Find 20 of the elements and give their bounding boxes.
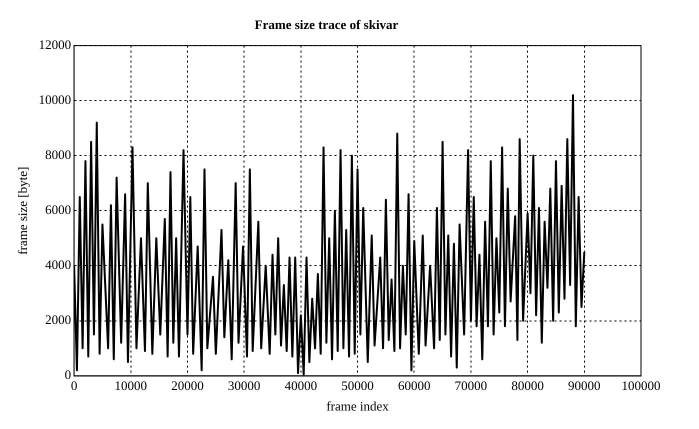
x-tick-label: 70000: [454, 378, 488, 394]
chart-title: Frame size trace of skivar: [254, 17, 399, 32]
x-tick-label: 50000: [341, 378, 374, 394]
y-tick-label: 10000: [38, 92, 72, 108]
y-tick-label: 0: [64, 367, 72, 382]
x-axis-title: frame index: [326, 398, 390, 414]
y-tick-label: 6000: [45, 202, 72, 218]
x-tick-label: 10000: [114, 378, 148, 394]
y-tick-label: 4000: [45, 257, 72, 272]
y-tick-label: 2000: [45, 312, 72, 328]
x-tick-label: 40000: [284, 378, 318, 394]
y-tick-label: 12000: [38, 37, 72, 52]
x-tick-label: 20000: [171, 378, 204, 394]
y-tick-label: 8000: [45, 147, 72, 162]
x-tick-label: 90000: [568, 378, 601, 394]
x-tick-label: 60000: [398, 378, 430, 394]
x-tick-label: 80000: [511, 378, 544, 394]
y-axis-title: frame size [byte]: [15, 166, 30, 255]
x-tick-label: 100000: [622, 378, 660, 394]
x-tick-label: 30000: [228, 378, 260, 394]
